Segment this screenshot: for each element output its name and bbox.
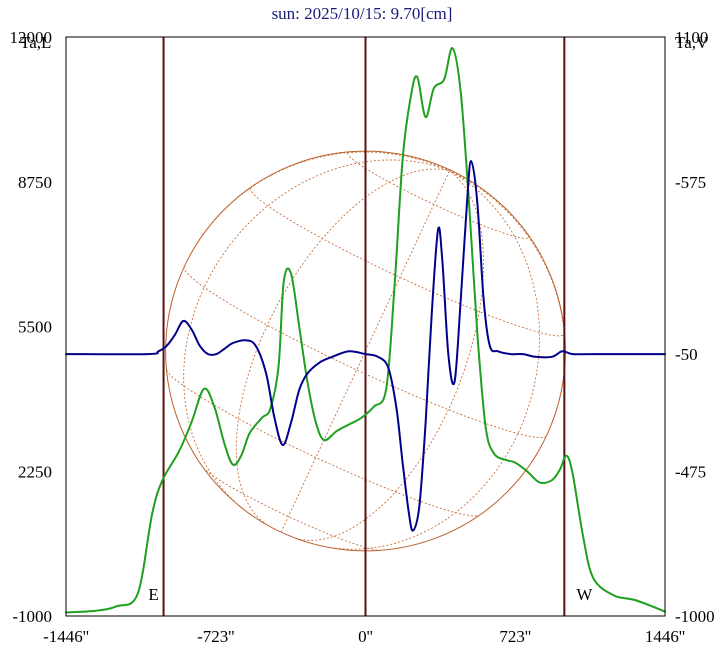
x-tick-label: -1446'' [43,627,89,646]
grid-line [166,369,479,517]
grid-line [183,266,547,439]
grid-line [202,467,381,551]
grid-line [280,170,450,533]
right-tick-label: -575 [675,173,706,192]
left-tick-label: 8750 [18,173,52,192]
left-axis-ticks: 12000 8750 5500 2250 -1000 [10,28,53,626]
x-tick-label: 723'' [499,627,531,646]
right-tick-label: -475 [675,462,706,481]
left-tick-label: -1000 [12,607,52,626]
series-line-ta-v [65,160,666,532]
right-axis-label: Ta,V [675,33,709,52]
grid-line [249,187,565,337]
plot-frame [65,36,666,617]
grid-line [449,170,566,436]
x-tick-label: 0'' [358,627,373,646]
limb-label-w: W [576,585,593,604]
grid-line [183,151,450,267]
right-tick-label: -50 [675,345,698,364]
right-axis-ticks: 1100 -575 -50 -475 -1000 [675,28,715,626]
left-axis-label: Ta,L [20,33,51,52]
series-line-ta-l [65,47,666,614]
x-tick-label: 1446'' [645,627,685,646]
chart-title: sun: 2025/10/15: 9.70[cm] [272,4,453,23]
data-series [65,47,666,614]
left-tick-label: 5500 [18,318,52,337]
grid-line [183,159,450,515]
x-axis-ticks: -1446'' -723'' 0'' 723'' 1446'' [43,627,685,646]
left-tick-label: 2250 [18,462,52,481]
limb-label-e: E [148,585,158,604]
grid-line [314,170,540,550]
right-tick-label: -1000 [675,607,715,626]
right-tick-label: 1100 [675,28,708,47]
grid-line [347,152,530,239]
x-tick-label: -723'' [197,627,234,646]
grid-line [235,168,450,526]
left-tick-label: 12000 [10,28,53,47]
